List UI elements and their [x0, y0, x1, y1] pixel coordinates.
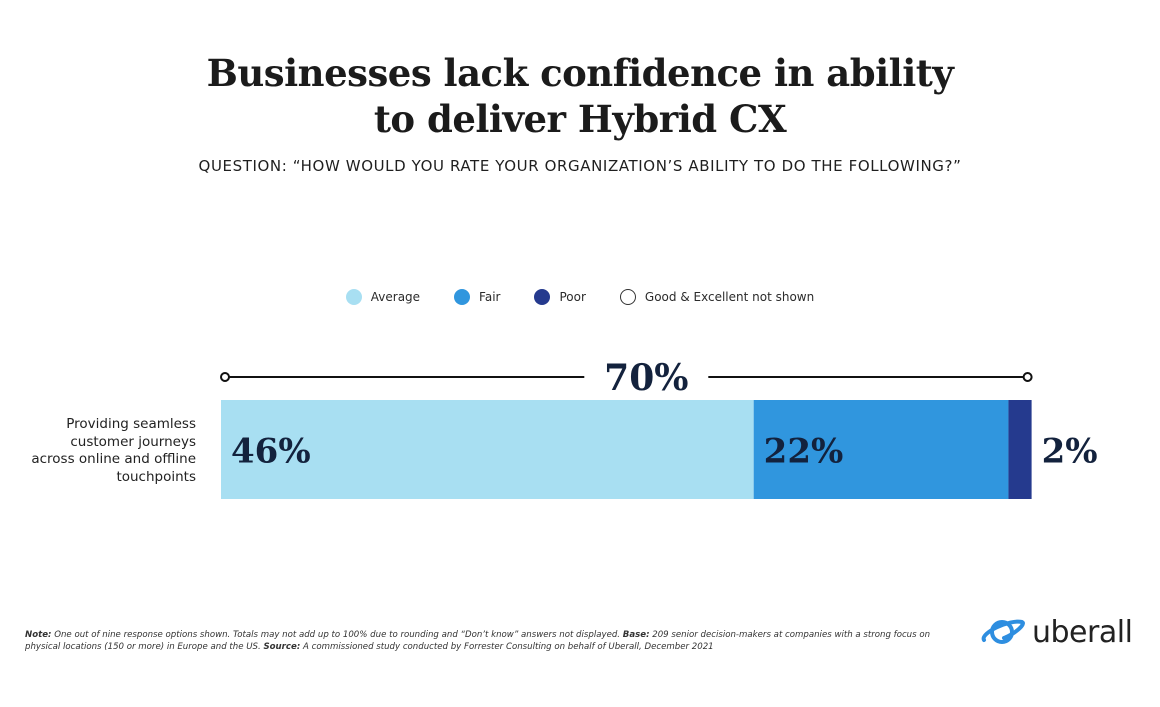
legend-swatch	[619, 289, 636, 305]
footnote: Note: One out of nine response options s…	[25, 629, 955, 653]
bar-poor	[1008, 400, 1032, 499]
legend-item-average: Average	[345, 289, 421, 305]
legend-label: Good & Excellent not shown	[644, 290, 815, 304]
data-label-poor: 2%	[1042, 432, 1098, 472]
data-label-fair: 22%	[764, 432, 844, 472]
legend-label: Fair	[479, 290, 501, 304]
title-line-2: to deliver Hybrid CX	[373, 97, 787, 141]
legend-swatch	[345, 289, 362, 305]
bracket-left-cap	[220, 372, 230, 382]
legend-label: Average	[370, 290, 421, 304]
legend-item-poor: Poor	[534, 289, 586, 305]
legend: Average Fair Poor Good & Excellent not show…	[0, 289, 1160, 305]
data-label-average: 46%	[231, 432, 311, 472]
title-line-1: Businesses lack confidence in ability	[206, 51, 954, 95]
total-label: 70%	[604, 357, 688, 399]
base-label: Base:	[622, 630, 650, 640]
legend-label: Poor	[559, 290, 586, 304]
source-text: A commissioned study conducted by Forres…	[300, 642, 714, 652]
bracket-right-cap	[1022, 372, 1033, 382]
note-label: Note:	[25, 630, 52, 640]
legend-item-good-excellent-not-shown: Good & Excellent not shown	[619, 289, 815, 305]
note-text: One out of nine response options shown. …	[51, 630, 623, 640]
stacked-bar-chart: 46% 22% 2% 70%	[220, 357, 1098, 499]
legend-item-fair: Fair	[454, 289, 500, 305]
legend-swatch	[454, 289, 471, 305]
row-label: Providing seamless customer journeys acr…	[31, 416, 196, 485]
base-text: 209 senior decision-makers at companies …	[25, 630, 931, 652]
uberall-logo: uberall	[980, 613, 1133, 651]
planet-ring-icon	[981, 619, 1025, 644]
bar-average	[221, 400, 754, 499]
question-subtitle: QUESTION: “HOW WOULD YOU RATE YOUR ORGAN…	[198, 157, 962, 175]
legend-swatch	[534, 289, 551, 305]
chart-title: Businesses lack confidence in ability to…	[0, 50, 1160, 142]
source-label: Source:	[263, 642, 301, 652]
bar-fair	[753, 400, 1009, 499]
logo-text: uberall	[1032, 614, 1133, 650]
